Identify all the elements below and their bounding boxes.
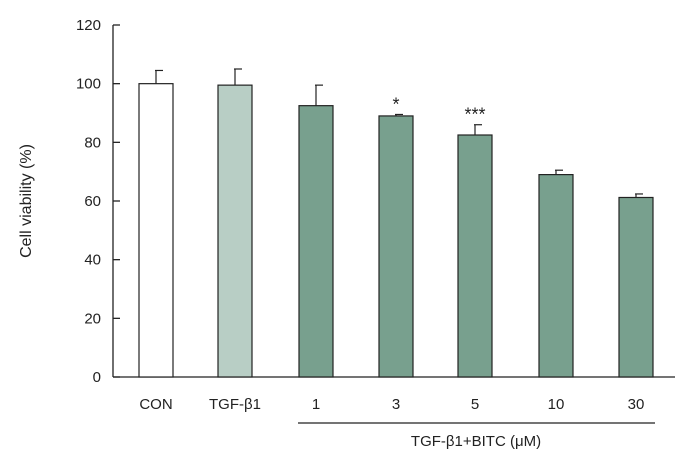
bar-0 <box>138 83 174 378</box>
y-ticks: 0 20 40 60 80 100 120 <box>76 17 120 386</box>
significance-markers: **** <box>392 94 485 124</box>
x-tick-label-6: 30 <box>628 396 645 413</box>
bar-4 <box>457 134 493 378</box>
significance-label-4: *** <box>464 105 485 125</box>
bar-1 <box>217 84 253 378</box>
significance-label-3: * <box>392 94 399 114</box>
x-tick-label-2: 1 <box>312 396 320 413</box>
x-tick-label-3: 3 <box>392 396 400 413</box>
bar-3 <box>378 115 414 378</box>
group-label: TGF-β1+BITC (μM) <box>411 433 541 450</box>
y-tick-label: 80 <box>84 134 101 151</box>
y-tick-label: 20 <box>84 310 101 327</box>
x-tick-labels: CON TGF-β1 1 3 5 10 30 <box>139 396 644 413</box>
y-tick-label: 40 <box>84 252 101 269</box>
x-tick-label-1: TGF-β1 <box>209 396 261 413</box>
x-tick-label-4: 5 <box>471 396 479 413</box>
y-tick-label: 120 <box>76 17 101 34</box>
y-axis-title: Cell viability (%) <box>18 144 35 258</box>
bars <box>138 83 654 378</box>
bar-2 <box>298 105 334 378</box>
bar-6 <box>618 196 654 378</box>
x-tick-label-5: 10 <box>548 396 565 413</box>
x-tick-label-0: CON <box>139 396 172 413</box>
y-tick-label: 100 <box>76 76 101 93</box>
error-bars <box>155 68 643 198</box>
y-tick-label: 60 <box>84 193 101 210</box>
y-tick-label: 0 <box>93 369 101 386</box>
bar-5 <box>538 174 574 378</box>
